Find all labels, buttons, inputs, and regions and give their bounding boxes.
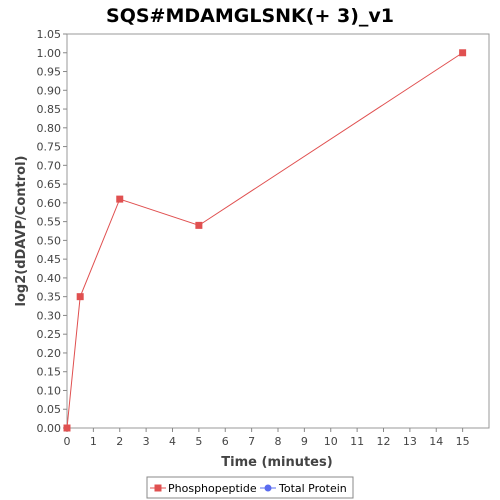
y-tick-label: 0.55 bbox=[37, 216, 62, 229]
y-axis: 0.00 0.05 0.10 0.15 0.20 0.25 0.30 0.35 0.40 0.45… bbox=[37, 28, 67, 435]
x-axis: 0 1 2 3 4 5 6 7 8 9 10 11 12 13 14 15 bbox=[64, 428, 470, 448]
plot-area bbox=[66, 33, 490, 429]
legend-label: Total Protein bbox=[278, 482, 347, 495]
x-tick-label: 9 bbox=[301, 435, 308, 448]
x-tick-label: 2 bbox=[116, 435, 123, 448]
legend-box bbox=[146, 476, 354, 499]
y-tick-label: 0.75 bbox=[37, 141, 62, 154]
x-tick-label: 11 bbox=[350, 435, 364, 448]
x-tick-label: 15 bbox=[456, 435, 470, 448]
y-axis-label: log2(dDAVP/Control) bbox=[14, 156, 29, 307]
x-axis-label: Time (minutes) bbox=[221, 455, 332, 470]
x-tick-label: 14 bbox=[429, 435, 443, 448]
legend-marker-circle bbox=[264, 484, 272, 492]
x-tick-label: 10 bbox=[324, 435, 338, 448]
y-tick-label: 0.15 bbox=[37, 366, 62, 379]
x-tick-label: 1 bbox=[90, 435, 97, 448]
y-tick-label: 1.00 bbox=[37, 47, 62, 60]
y-tick-label: 0.25 bbox=[37, 328, 62, 341]
x-tick-label: 12 bbox=[377, 435, 391, 448]
y-tick-label: 0.40 bbox=[37, 272, 62, 285]
x-tick-label: 7 bbox=[248, 435, 255, 448]
y-tick-label: 0.90 bbox=[37, 84, 62, 97]
x-tick-label: 6 bbox=[222, 435, 229, 448]
x-tick-label: 3 bbox=[143, 435, 150, 448]
x-tick-label: 13 bbox=[403, 435, 417, 448]
data-point bbox=[76, 293, 84, 301]
y-tick-label: 0.65 bbox=[37, 178, 62, 191]
chart-title: SQS#MDAMGLSNK(+ 3)_v1 bbox=[106, 5, 394, 27]
y-tick-label: 1.05 bbox=[37, 28, 62, 41]
y-tick-label: 0.05 bbox=[37, 403, 62, 416]
y-tick-label: 0.70 bbox=[37, 159, 62, 172]
legend-marker-square bbox=[154, 484, 162, 492]
y-tick-label: 0.95 bbox=[37, 66, 62, 79]
series-layer bbox=[63, 49, 467, 432]
y-tick-label: 0.85 bbox=[37, 103, 62, 116]
y-tick-label: 0.10 bbox=[37, 384, 62, 397]
y-tick-label: 0.60 bbox=[37, 197, 62, 210]
y-tick-label: 0.50 bbox=[37, 234, 62, 247]
data-point bbox=[459, 49, 467, 57]
x-tick-label: 5 bbox=[195, 435, 202, 448]
y-tick-label: 0.30 bbox=[37, 309, 62, 322]
legend-label: Phosphopeptide bbox=[168, 482, 257, 495]
x-tick-label: 4 bbox=[169, 435, 176, 448]
y-tick-label: 0.45 bbox=[37, 253, 62, 266]
legend: Phosphopeptide Total Protein bbox=[146, 476, 354, 499]
y-tick-label: 0.00 bbox=[37, 422, 62, 435]
x-tick-label: 8 bbox=[275, 435, 282, 448]
x-tick-label: 0 bbox=[64, 435, 71, 448]
y-tick-label: 0.20 bbox=[37, 347, 62, 360]
data-point bbox=[116, 195, 124, 203]
data-point bbox=[63, 424, 71, 432]
y-tick-label: 0.80 bbox=[37, 122, 62, 135]
data-point bbox=[195, 221, 203, 229]
y-tick-label: 0.35 bbox=[37, 291, 62, 304]
